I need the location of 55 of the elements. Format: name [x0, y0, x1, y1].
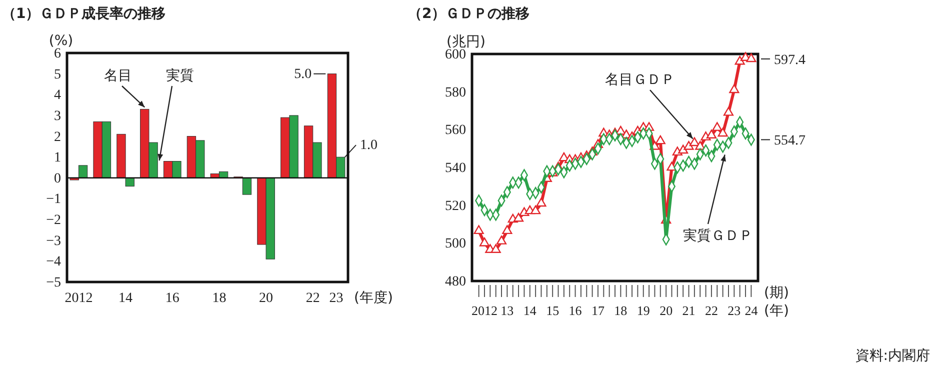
y-tick-label: 500 — [445, 236, 466, 252]
text: 名目ＧＤＰ — [605, 72, 675, 88]
x-tick-label: 23 — [329, 291, 344, 306]
data-label: 597.4 — [774, 52, 806, 68]
y-tick-label: 0 — [54, 171, 61, 186]
y-tick-label: −5 — [46, 275, 61, 290]
x-tick-label: 13 — [500, 303, 514, 318]
y-tick-label: 2 — [54, 130, 61, 145]
y-tick-label: 520 — [445, 198, 466, 214]
x-tick-label: 15 — [546, 303, 560, 318]
x-tick-label: 22 — [704, 303, 718, 318]
x-tick-label: 19 — [636, 303, 650, 318]
x-tick-label: 16 — [165, 291, 180, 306]
y-tick-label: 3 — [54, 108, 61, 124]
x-tick-label: 17 — [591, 303, 605, 318]
x-tick-label: 22 — [306, 291, 320, 306]
y-axis-title: (%) — [48, 33, 74, 49]
x-tick-label: 14 — [118, 291, 133, 306]
y-tick-label: −4 — [46, 254, 61, 270]
x-tick-label: 2012 — [64, 291, 93, 306]
series-label: 実質ＧＤＰ — [683, 228, 753, 244]
series-label: 名目 — [104, 68, 132, 84]
x-tick-label: 23 — [728, 303, 741, 318]
x-tick-label: 18 — [212, 291, 226, 306]
y-axis-title: (兆円) — [446, 34, 486, 50]
x-axis-title: (年) — [764, 303, 789, 319]
y-tick-label: 5 — [54, 67, 61, 82]
x-tick-label: 14 — [523, 303, 537, 318]
x-tick-label: 21 — [682, 303, 696, 318]
data-label: 5.0 — [294, 66, 312, 82]
y-tick-label: −3 — [46, 234, 61, 249]
x-tick-label: 20 — [259, 291, 274, 306]
chart-title: （2）ＧＤＰの推移 — [408, 6, 530, 22]
x-tick-label: 18 — [614, 303, 628, 318]
y-tick-label: 560 — [445, 123, 466, 138]
text: 資料:内閣府 — [855, 348, 930, 364]
text: 実質 — [166, 68, 194, 84]
y-tick-label: −2 — [46, 213, 61, 228]
x-tick-label: 16 — [568, 303, 582, 318]
y-tick-label: 540 — [445, 160, 466, 176]
y-tick-label: 1 — [54, 150, 61, 166]
y-tick-label: 6 — [54, 46, 61, 62]
data-label: 1.0 — [360, 138, 378, 154]
y-tick-label: 580 — [445, 85, 466, 100]
y-tick-label: 4 — [54, 88, 61, 104]
y-tick-label: 600 — [445, 47, 466, 62]
text: (期) — [764, 285, 789, 301]
data-label: 554.7 — [774, 134, 806, 149]
y-tick-label: −1 — [46, 192, 61, 208]
x-tick-label: 24 — [744, 303, 758, 318]
x-tick-label: 20 — [660, 303, 673, 318]
x-axis-title: (年度) — [354, 290, 393, 306]
chart-title: （1）ＧＤＰ成長率の推移 — [2, 5, 166, 22]
y-tick-label: 480 — [445, 274, 466, 290]
x-tick-label: 2012 — [471, 303, 498, 318]
